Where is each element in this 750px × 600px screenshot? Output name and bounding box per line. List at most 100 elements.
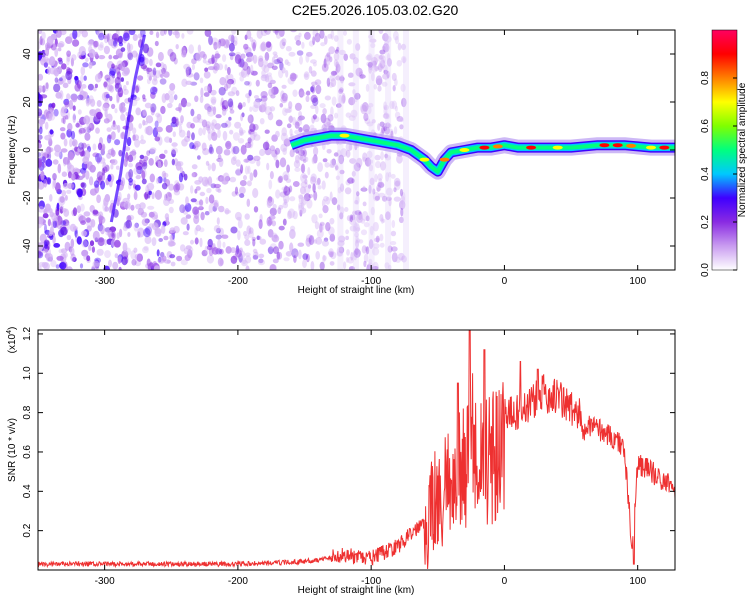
spectrogram-noise-cell [307,184,312,189]
spectrogram-noise-cell [105,94,111,99]
spectrogram-noise-cell [329,251,334,258]
ridge-hotspot [459,148,470,152]
spectrogram-noise-cell [108,54,113,60]
spectrogram-noise-cell [361,211,369,221]
spectrogram-noise-cell [315,250,321,260]
spectrogram-noise-cell [395,256,401,263]
spectrogram-noise-cell [85,217,91,223]
spectrogram-noise-cell [252,248,258,254]
spectrogram-noise-cell [310,173,317,183]
colorbar-tick-label: 0.6 [700,119,711,133]
spectrogram-noise-cell [314,32,321,43]
spectrogram-noise-cell [241,259,248,267]
spectrogram-noise-cell [224,64,228,71]
spectrogram-noise-cell [191,58,197,65]
spectrogram-noise-cell [200,211,205,221]
spectrogram-noise-cell [322,63,329,72]
spectrogram-noise-cell [160,73,164,79]
spectrogram-noise-cell [89,109,94,115]
spectrogram-noise-cell [211,131,218,141]
spectrogram-noise-cell [57,163,62,174]
spectrogram-noise-cell [101,167,106,176]
spectrogram-noise-cell [79,263,84,269]
spectrogram-noise-cell [330,78,337,88]
ridge-hotspot [646,145,656,150]
spectrogram-noise-cell [38,250,42,258]
spectrogram-noise-cell [164,136,171,143]
spectrogram-noise-cell [228,116,232,121]
spectrogram-noise-cell [232,132,240,141]
spectrogram-noise-cell [128,163,134,168]
spectrogram-noise-cell [151,237,157,247]
spectrogram-noise-cell [55,92,62,99]
spectrogram-noise-cell [199,191,206,197]
spectrogram-noise-cell [324,54,331,62]
spectrogram-noise-cell [52,220,58,229]
spectrogram-noise-cell [241,257,247,265]
spectrogram-noise-cell [387,171,392,178]
spectrogram-noise-cell [377,85,382,92]
spectrogram-noise-cell [93,180,100,188]
spectrogram-noise-cell [324,35,328,45]
spectrogram-noise-cell [358,71,364,80]
spectrogram-noise-cell [300,202,305,209]
spectrogram-noise-cell [303,193,311,202]
spectrogram-noise-cell [111,230,116,241]
spectrogram-noise-cell [386,70,390,79]
spectrogram-noise-cell [257,259,265,266]
spectrogram-noise-cell [167,102,173,109]
spectrogram-noise-cell [221,122,228,128]
spectrogram-noise-cell [395,180,401,187]
spectrogram-noise-cell [370,206,375,216]
spectrogram-noise-cell [384,45,389,52]
spectrogram-noise-cell [270,87,274,95]
spectrogram-noise-cell [358,239,364,244]
spectrogram-noise-cell [291,248,299,258]
snr-x-label: Height of straight line (km) [298,585,415,596]
spectrogram-noise-cell [96,100,102,107]
spectrogram-noise-cell [66,266,73,270]
spectrogram-noise-cell [141,170,146,180]
spectrogram-noise-cell [246,30,252,40]
spectrogram-noise-cell [273,59,281,65]
spectrogram-noise-cell [48,138,53,147]
spectrogram-noise-cell [355,235,359,244]
spectrogram-noise-cell [88,62,93,69]
spectrogram-noise-cell [286,123,292,129]
spectrogram-noise-cell [167,48,174,57]
spectrogram-noise-cell [205,60,212,66]
spectrogram-noise-cell [384,126,391,135]
spectrogram-noise-cell [348,144,353,151]
spectrogram-noise-cell [321,240,329,247]
spectrogram-noise-cell [308,193,314,199]
spectrogram-noise-cell [191,164,198,170]
spectrogram-noise-cell [41,31,46,40]
spectrogram-noise-cell [385,196,392,202]
spectrogram-noise-cell [130,204,135,211]
spectrogram-noise-cell [134,138,141,148]
spectrogram-noise-cell [194,227,198,236]
spectrogram-noise-cell [118,149,123,157]
spectrogram-noise-cell [267,229,274,238]
spectrogram-noise-cell [292,116,296,126]
spectrogram-noise-cell [214,123,221,130]
spectrogram-noise-cell [143,228,151,238]
spectrogram-noise-cell [192,206,200,215]
spectrogram-noise-cell [43,262,50,270]
spectrogram-noise-cell [180,115,184,123]
spectrogram-noise-cell [396,60,403,67]
spectrogram-noise-cell [335,165,339,171]
spectrogram-noise-cell [127,232,131,237]
spectrogram-noise-cell [381,81,388,87]
spectrogram-noise-cell [96,30,104,38]
spectrogram-noise-cell [207,176,213,186]
spectrogram-noise-cell [267,62,274,69]
spectrogram-noise-cell [326,52,331,58]
spectrogram-noise-cell [402,57,406,64]
spectrogram-noise-cell [89,188,97,196]
spectrogram-noise-cell [299,154,307,162]
spectrogram-noise-cell [60,106,67,114]
spectrogram-noise-cell [59,77,63,82]
spectrogram-noise-cell [323,237,329,242]
